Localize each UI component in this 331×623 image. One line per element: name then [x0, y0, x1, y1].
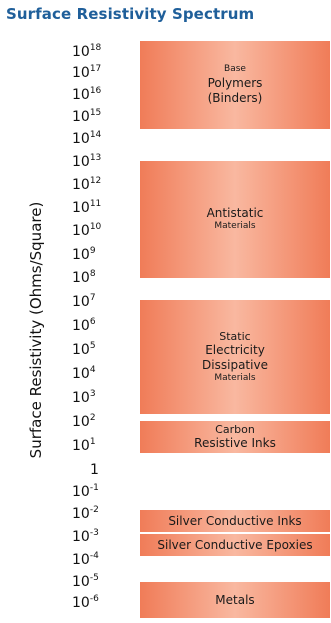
band-label: Silver Conductive Inks	[168, 514, 301, 529]
tick-label: 104	[72, 365, 96, 382]
tick-label: 10-1	[72, 483, 99, 500]
band-label-line: Resistive Inks	[194, 436, 276, 451]
tick-label: 10-2	[72, 505, 99, 522]
tick-label: 1017	[72, 64, 102, 81]
band-label-line: Static	[219, 329, 251, 343]
band-label-line: Dissipative	[202, 358, 268, 373]
band-label-line: (Binders)	[207, 90, 263, 105]
tick-label: 102	[72, 413, 96, 430]
band-silver-conductive-inks: Silver Conductive Inks	[140, 510, 330, 532]
tick-label: 10-5	[72, 573, 99, 590]
tick-label: 1	[90, 462, 99, 478]
band-label: Silver Conductive Epoxies	[157, 538, 312, 553]
band-metals: Metals	[140, 582, 330, 618]
band-label-line: Metals	[215, 592, 255, 607]
tick-label: 108	[72, 269, 96, 286]
band-label-line: Antistatic	[206, 206, 264, 221]
diagram-title: Surface Resistivity Spectrum	[6, 5, 255, 23]
band-silver-conductive-epoxies: Silver Conductive Epoxies	[140, 534, 330, 556]
band-label: Antistatic Materials	[207, 206, 264, 232]
tick-label: 1010	[72, 222, 102, 239]
band-label-line: Silver Conductive Epoxies	[157, 537, 313, 552]
band-label-line: Carbon	[215, 422, 255, 436]
tick-label: 101	[72, 437, 96, 454]
tick-label: 103	[72, 389, 96, 406]
tick-label: 1011	[72, 199, 102, 216]
band-label-line: Polymers	[207, 75, 263, 90]
band-label: Base Polymers (Binders)	[208, 64, 263, 105]
tick-label: 10-3	[72, 528, 99, 545]
band-antistatic-materials: Antistatic Materials	[140, 161, 330, 278]
tick-label: 1015	[72, 108, 102, 125]
tick-label: 10-6	[72, 594, 99, 611]
tick-label: 10-4	[72, 551, 99, 568]
y-axis-label: Surface Resistivity (Ohms/Square)	[27, 201, 45, 459]
band-label: Carbon Resistive Inks	[194, 423, 276, 452]
band-label-line: Silver Conductive Inks	[168, 513, 302, 528]
tick-label: 106	[72, 317, 96, 334]
band-carbon-resistive-inks: Carbon Resistive Inks	[140, 421, 330, 453]
tick-label: 105	[72, 341, 96, 358]
band-label-line: Materials	[214, 221, 256, 232]
tick-label: 1014	[72, 130, 102, 147]
band-base-polymers: Base Polymers (Binders)	[140, 41, 330, 129]
band-label: Static Electricity Dissipative Materials	[202, 330, 268, 385]
tick-label: 107	[72, 293, 96, 310]
band-label-line: Materials	[214, 373, 256, 384]
tick-label: 1016	[72, 86, 102, 103]
band-label: Metals	[215, 593, 254, 608]
tick-label: 1013	[72, 153, 102, 170]
band-label-line: Electricity	[205, 343, 265, 358]
tick-label: 109	[72, 246, 96, 263]
tick-label: 1018	[72, 43, 102, 60]
band-static-dissipative-materials: Static Electricity Dissipative Materials	[140, 300, 330, 414]
tick-label: 1012	[72, 176, 102, 193]
band-label-line: Base	[224, 64, 246, 75]
